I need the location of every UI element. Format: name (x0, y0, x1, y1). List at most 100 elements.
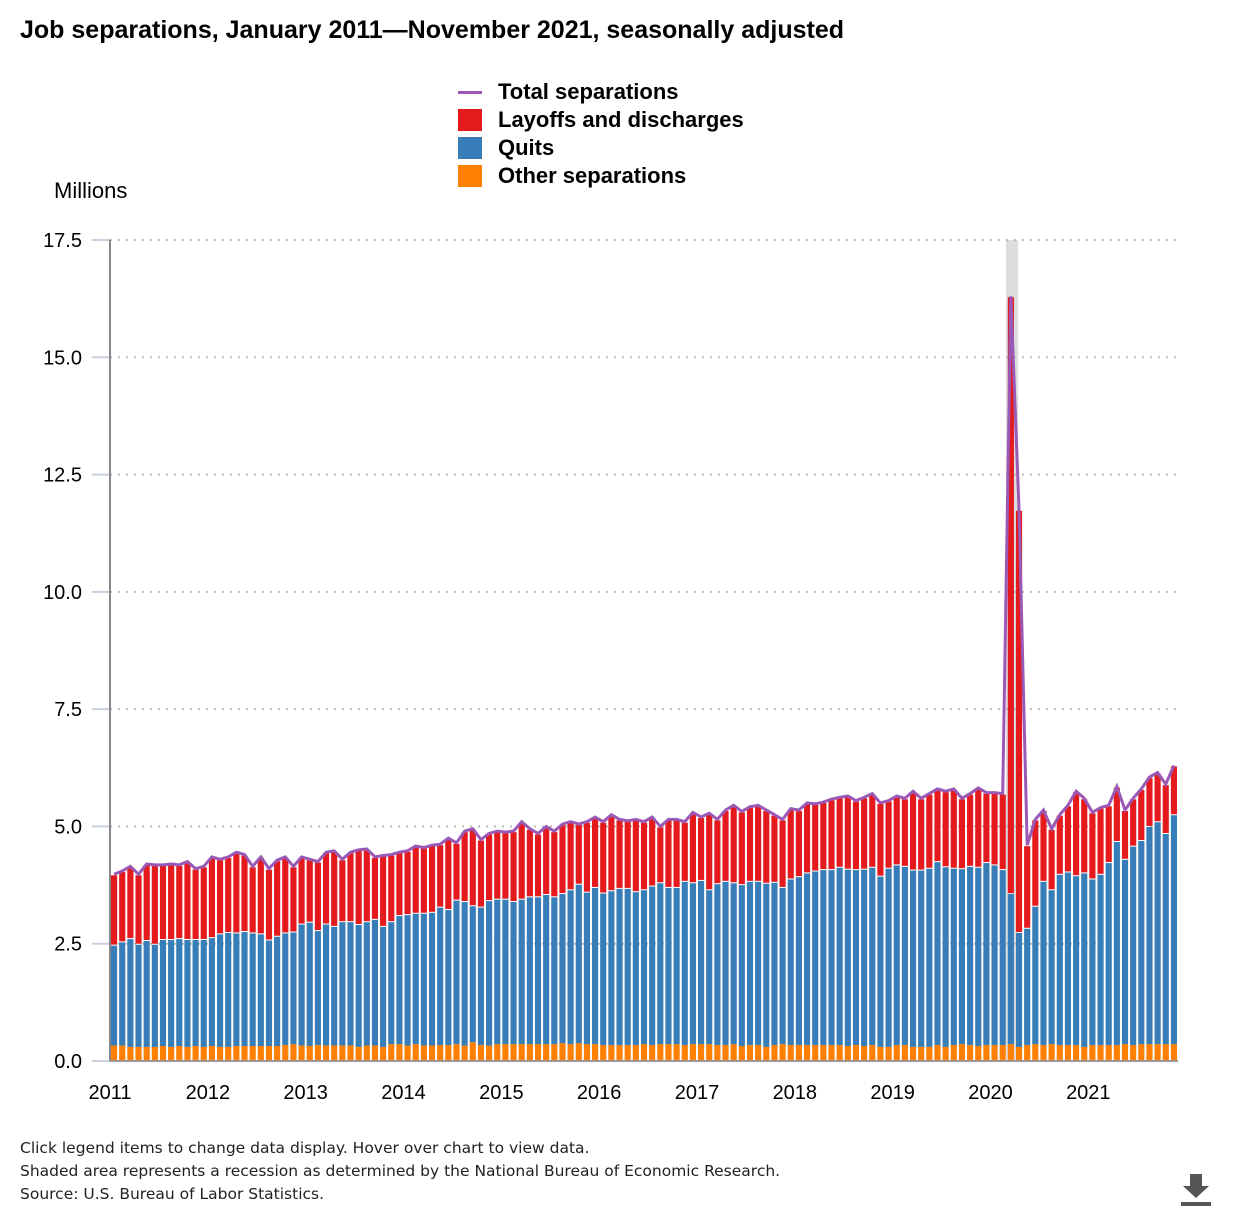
legend-item-layoffs[interactable]: Layoffs and discharges (458, 106, 744, 134)
legend-item-other[interactable]: Other separations (458, 162, 744, 190)
bar-other (331, 1045, 338, 1061)
bar-layoffs (567, 822, 574, 890)
bar-other (616, 1045, 623, 1061)
bar-other (869, 1045, 876, 1061)
bar-other (428, 1045, 436, 1061)
bar-quits (559, 894, 566, 1044)
bar-other (249, 1045, 256, 1061)
bar-other (371, 1045, 379, 1061)
bar-other (893, 1045, 900, 1061)
x-tick-label: 2014 (381, 1082, 426, 1104)
bar-quits (861, 869, 868, 1046)
bar-quits (135, 944, 142, 1047)
bar-quits (608, 891, 615, 1046)
bar-quits (1048, 890, 1055, 1045)
bar-layoffs (1162, 785, 1169, 833)
x-tick-label: 2020 (968, 1082, 1013, 1104)
bar-other (632, 1045, 639, 1061)
bar-layoffs (763, 811, 770, 883)
bar-other (583, 1044, 591, 1061)
chart-plot[interactable]: 0.0 2.5 5.0 7.5 10.0 12.5 15.0 17.5 2011 2012 2013… (0, 0, 1240, 1130)
bar-other (950, 1045, 957, 1061)
bar-other (1007, 1044, 1014, 1061)
bar-layoffs (241, 855, 248, 932)
bar-quits (331, 926, 338, 1046)
bar-quits (820, 870, 827, 1046)
bar-quits (1056, 874, 1063, 1046)
bar-layoffs (339, 860, 346, 922)
bar-quits (877, 876, 884, 1047)
bar-layoffs (282, 857, 289, 933)
bar-quits (828, 870, 835, 1046)
legend-label: Quits (498, 135, 555, 160)
bar-quits (706, 890, 713, 1045)
bar-layoffs (306, 860, 313, 922)
bar-quits (926, 868, 933, 1047)
bar-quits (168, 940, 175, 1047)
bar-quits (649, 886, 656, 1046)
bar-other (755, 1045, 762, 1061)
bar-quits (445, 909, 452, 1046)
bar-quits (339, 922, 346, 1046)
bar-other (380, 1046, 387, 1061)
download-icon[interactable] (1178, 1172, 1214, 1208)
bar-other (999, 1045, 1006, 1061)
legend-item-total[interactable]: Total separations (458, 78, 744, 106)
bar-quits (812, 871, 819, 1046)
bar-quits (640, 890, 648, 1045)
bar-quits (632, 892, 639, 1046)
bar-other (526, 1044, 533, 1061)
bar-layoffs (111, 875, 118, 945)
bar-other (844, 1045, 851, 1061)
bar-quits (795, 877, 802, 1046)
bar-layoffs (918, 799, 925, 870)
bar-layoffs (755, 806, 762, 881)
bar-layoffs (428, 846, 436, 912)
bar-quits (486, 901, 493, 1046)
legend-label: Total separations (498, 79, 679, 104)
bar-layoffs (934, 789, 941, 862)
bar-other (1097, 1045, 1104, 1061)
bar-layoffs (396, 853, 403, 916)
bar-other (575, 1043, 582, 1061)
bar-layoffs (967, 794, 974, 866)
bar-other (192, 1045, 199, 1061)
bar-other (469, 1042, 476, 1061)
bar-other (640, 1044, 648, 1061)
bar-layoffs (257, 857, 264, 934)
legend-swatch (458, 137, 482, 159)
bar-other (901, 1045, 908, 1061)
bar-other (396, 1044, 403, 1061)
bar-quits (388, 922, 395, 1045)
bar-quits (991, 865, 998, 1046)
bar-quits (347, 922, 354, 1046)
bar-layoffs (363, 849, 370, 922)
bar-layoffs (290, 867, 297, 932)
bar-other (1073, 1045, 1080, 1061)
bar-layoffs (1089, 813, 1096, 879)
bar-layoffs (502, 833, 509, 899)
bar-layoffs (1032, 820, 1039, 906)
bar-quits (306, 922, 313, 1046)
bar-quits (355, 925, 362, 1047)
bar-layoffs (616, 820, 623, 888)
bar-layoffs (1130, 799, 1137, 846)
bar-layoffs (942, 792, 949, 867)
bar-quits (592, 887, 599, 1045)
bar-other (852, 1045, 860, 1061)
bar-other (592, 1044, 599, 1061)
bar-quits (844, 869, 851, 1046)
bar-quits (477, 907, 485, 1046)
bar-quits (901, 866, 908, 1046)
legend-item-quits[interactable]: Quits (458, 134, 744, 162)
bar-quits (681, 881, 688, 1046)
bar-layoffs (143, 864, 150, 940)
bar-other (168, 1046, 175, 1061)
bar-other (1130, 1045, 1137, 1061)
legend-line-swatch (458, 90, 482, 94)
bar-other (477, 1045, 485, 1061)
bar-other (494, 1044, 501, 1061)
bar-other (697, 1044, 705, 1061)
bar-layoffs (689, 813, 696, 883)
bar-layoffs (771, 815, 778, 882)
